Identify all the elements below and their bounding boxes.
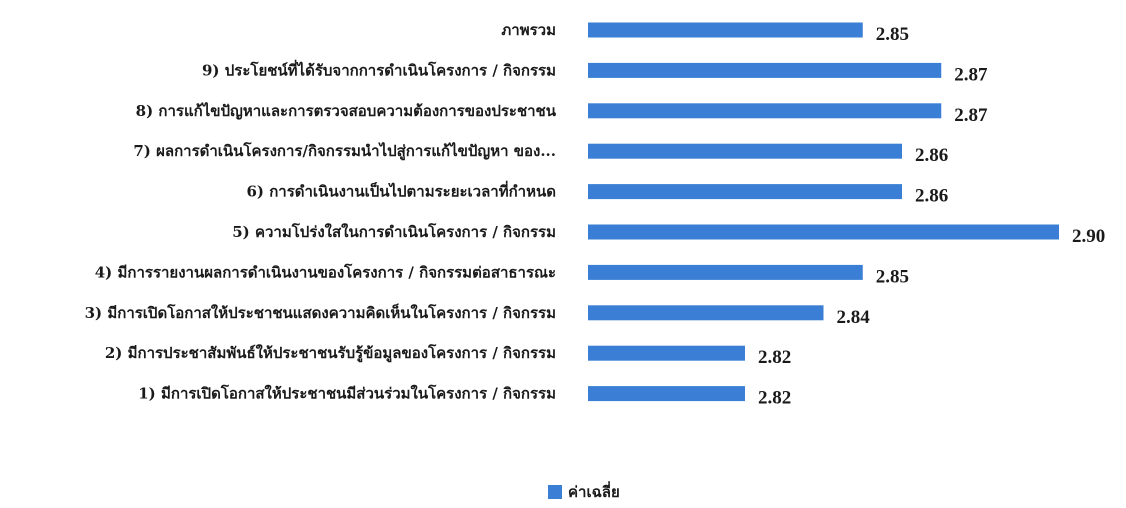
value-label: 2.85 <box>876 266 909 287</box>
legend-series-name: ค่าเฉลี่ย <box>568 483 620 501</box>
bar <box>588 386 745 402</box>
value-label: 2.84 <box>837 307 871 328</box>
value-label: 2.82 <box>758 347 791 368</box>
value-label: 2.87 <box>954 64 988 85</box>
value-label: 2.82 <box>758 388 791 409</box>
category-label: 6) การดำเนินงานเป็นไปตามระยะเวลาที่กำหนด <box>246 181 556 201</box>
value-label: 2.90 <box>1072 226 1105 247</box>
value-label: 2.86 <box>915 186 948 207</box>
bar <box>588 224 1059 240</box>
category-label: 3) มีการเปิดโอกาสให้ประชาชนแสดงความคิดเห… <box>85 303 556 322</box>
bar <box>588 22 863 38</box>
bar <box>588 305 824 321</box>
category-label: 4) มีการรายงานผลการดำเนินงานของโครงการ /… <box>95 262 556 281</box>
legend: ค่าเฉลี่ย <box>548 480 620 504</box>
category-label: 1) มีการเปิดโอกาสให้ประชาชนมีส่วนร่วมในโ… <box>138 384 556 403</box>
value-labels: 2.852.872.872.862.862.902.852.842.822.82 <box>758 24 1105 409</box>
category-label: ภาพรวม <box>501 21 556 39</box>
category-label: 2) มีการประชาสัมพันธ์ให้ประชาชนรับรู้ข้อ… <box>105 343 556 363</box>
category-label: 7) ผลการดำเนินโครงการ/กิจกรรมนำไปสู่การแ… <box>133 141 556 161</box>
bar <box>588 184 902 200</box>
category-label: 9) ประโยชน์ที่ได้รับจากการดำเนินโครงการ … <box>202 59 556 79</box>
bars-layer <box>588 22 1059 402</box>
category-labels: ภาพรวม 9) ประโยชน์ที่ได้รับจากการดำเนินโค… <box>85 21 557 403</box>
bar <box>588 62 942 78</box>
bar <box>588 345 745 361</box>
bar <box>588 143 902 159</box>
value-label: 2.87 <box>954 105 988 126</box>
bar <box>588 264 863 280</box>
bar <box>588 103 942 119</box>
category-label: 8) การแก้ไขปัญหาและการตรวจสอบความต้องการ… <box>136 101 557 120</box>
value-label: 2.86 <box>915 145 948 166</box>
category-label: 5) ความโปร่งใสในการดำเนินโครงการ / กิจกร… <box>232 222 556 241</box>
legend-swatch <box>548 485 562 499</box>
value-label: 2.85 <box>876 24 909 45</box>
